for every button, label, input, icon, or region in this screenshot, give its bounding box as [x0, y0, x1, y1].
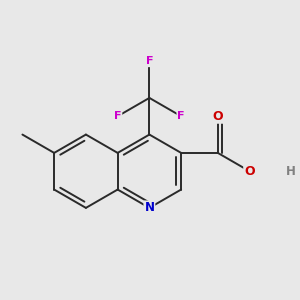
Text: F: F [146, 56, 153, 66]
Text: F: F [177, 111, 185, 121]
Text: O: O [244, 165, 255, 178]
Text: H: H [286, 165, 296, 178]
Text: O: O [212, 110, 223, 123]
Text: F: F [114, 111, 122, 121]
Text: N: N [144, 201, 154, 214]
